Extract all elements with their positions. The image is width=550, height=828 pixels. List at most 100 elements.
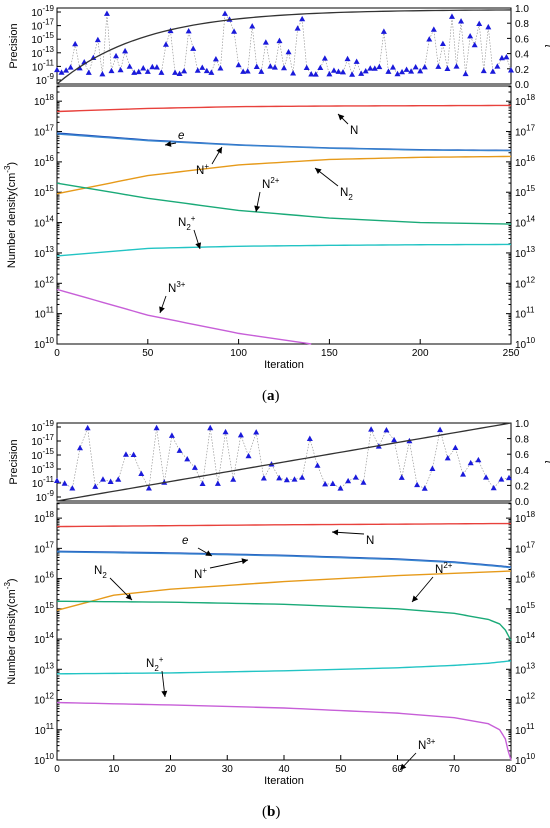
panel-a-annotation-3-arrowhead	[315, 168, 322, 175]
panel-a-precision-marker	[158, 69, 165, 75]
panel-a-y-tick-label: 1010	[34, 336, 55, 351]
panel-a-precision-marker	[253, 63, 260, 69]
panel-a-precision-marker	[199, 64, 206, 70]
panel-b-precision-marker	[214, 480, 221, 486]
panel-a-precision-marker	[485, 23, 492, 30]
panel-b-top-frame	[56, 422, 512, 502]
panel-b-precision-marker	[291, 476, 298, 482]
panel-b-y-tick-label: 1012	[34, 692, 55, 707]
panel-a-precision-marker	[430, 26, 437, 32]
panel-b-annotation-1-arrowhead	[205, 550, 212, 556]
panel-b-y-tick-label: 1010	[34, 752, 55, 767]
panel-a-precision-marker	[358, 70, 365, 76]
panel-a-annotation-5-n2plus-ion-arrowhead	[195, 242, 202, 249]
panel-a-annotation-2-arrowhead	[216, 147, 222, 154]
panel-b-precision-marker	[483, 474, 490, 480]
panel-a-precision-marker	[290, 70, 297, 76]
panel-b-annotation-2-arrowhead	[241, 558, 248, 565]
panel-a-annotation-4-arrowhead	[254, 205, 261, 212]
panel-a-precision-marker	[299, 15, 306, 22]
panel-b-precision-marker	[253, 429, 260, 435]
panel-a-precision-marker	[421, 64, 428, 70]
panel-a-precision-marker	[126, 63, 133, 69]
panel-a-precision-marker	[476, 20, 483, 27]
panel-a-precision-marker	[435, 63, 442, 69]
panel-a-y-tick-label: 1014	[34, 215, 55, 230]
panel-b-precision-marker	[322, 480, 329, 487]
panel-a-precision-marker	[181, 67, 188, 74]
panel-a-series-line-1	[56, 132, 512, 152]
panel-a-xlabel: Iteration	[264, 359, 304, 371]
panel-a-precision-marker	[467, 33, 474, 39]
panel-a-precision-label: Precision	[8, 23, 20, 68]
panel-a-precision-marker	[412, 63, 419, 70]
panel-b-x-tick-label: 20	[165, 764, 177, 775]
panel-b-top-right-tick-label: 0.0	[515, 497, 529, 508]
panel-a-annotation-0: N	[350, 125, 358, 137]
panel-b-precision-marker	[414, 481, 421, 488]
panel-b-top-right-tick-label: 0.2	[515, 481, 529, 492]
panel-b-y-tick-label: 1013	[34, 661, 55, 676]
panel-a-y-tick-label-right: 1013	[515, 245, 536, 260]
panel-b-annotation-2: N+	[194, 566, 207, 581]
panel-a-y-tick-label: 1015	[34, 184, 55, 199]
panel-b-precision-marker	[260, 475, 267, 481]
panel-b-x-tick-label: 30	[222, 764, 234, 775]
panel-a-precision-marker	[462, 70, 469, 77]
panel-b-precision-marker	[69, 485, 76, 491]
panel-a-precision-marker	[276, 37, 283, 44]
panel-b-precision-marker	[61, 480, 68, 486]
panel-a-precision-marker	[221, 10, 228, 16]
panel-a-precision-marker	[244, 68, 251, 74]
panel-b-precision-marker	[337, 485, 344, 491]
panel-a-top-left-tick-label: 10-19	[31, 4, 54, 19]
panel-a-precision-marker	[439, 40, 446, 46]
panel-b-top-left-tick-label: 10-13	[31, 461, 54, 476]
panel-a-t-label: t	[542, 44, 550, 48]
panel-b-y-tick-label-right: 1014	[515, 631, 536, 646]
panel-a-precision-marker	[444, 65, 451, 72]
panel-b-precision-marker	[92, 483, 99, 489]
panel-a-top-right-tick-label: 0.6	[515, 34, 529, 45]
panel-a-precision-marker	[389, 64, 396, 70]
panel-b-annotation-5-n2plus-ion: N2+	[146, 655, 164, 673]
panel-a-precision-marker	[85, 69, 92, 75]
panel-a-precision-marker	[140, 65, 147, 71]
panel-a-precision-line	[56, 12, 512, 76]
panel-b-top-right-tick-label: 1.0	[515, 419, 529, 430]
panel-a-precision-marker	[113, 52, 120, 59]
panel-b-y-tick-label: 1014	[34, 631, 55, 646]
panel-a-precision-marker	[103, 10, 110, 16]
panel-b-precision-marker	[283, 476, 290, 483]
panel-a-precision-marker	[281, 64, 287, 71]
panel-b-top-left-tick-label: 10-19	[31, 419, 54, 434]
panel-a-precision-marker	[262, 39, 269, 45]
panel-a-precision-marker	[494, 63, 501, 69]
panel-a-precision-marker	[403, 66, 410, 72]
panel-a-annotation-1: e	[178, 130, 184, 142]
panel-b-annotation-6-arrowhead	[400, 763, 407, 770]
panel-b-precision-marker	[437, 426, 444, 433]
panel-b-top-right-tick-label: 0.6	[515, 450, 529, 461]
panel-b-y-tick-label: 1015	[34, 601, 55, 616]
panel-a-y-tick-label-right: 1015	[515, 184, 536, 199]
panel-a-precision-marker	[508, 67, 514, 73]
panel-a-precision-marker	[144, 68, 151, 74]
panel-a-x-tick-label: 200	[412, 348, 429, 359]
panel-a-top-frame	[56, 7, 512, 85]
panel-a-precision-marker	[172, 69, 179, 75]
panel-a-precision-marker	[371, 65, 378, 71]
panel-a-annotation-1-arrowhead	[165, 140, 172, 147]
panel-a-top-right-tick-label: 0.8	[515, 19, 529, 30]
panel-a-x-tick-label: 150	[321, 348, 338, 359]
panel-b-series-line-0	[56, 522, 511, 528]
panel-a-precision-marker	[385, 68, 392, 74]
panel-a-annotation-6-arrowhead	[159, 306, 165, 313]
panel-a-precision-marker	[117, 66, 124, 73]
panel-a-precision-marker	[235, 61, 242, 68]
panel-a-top-left-tick-label: 10-17	[31, 18, 54, 33]
panel-a-precision-marker	[312, 71, 319, 77]
panel-b-x-tick-label: 40	[278, 764, 290, 775]
panel-b-precision-line	[56, 427, 510, 490]
panel-b-precision-marker	[130, 451, 137, 457]
